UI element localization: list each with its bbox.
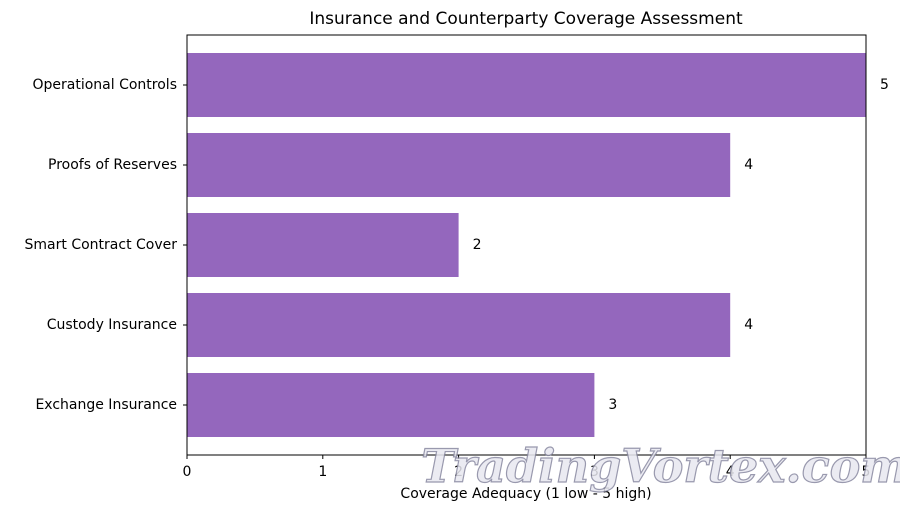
- plot-frame: [186, 34, 867, 456]
- y-tick-label: Exchange Insurance: [35, 397, 177, 413]
- x-tick-label: 0: [183, 464, 192, 480]
- x-tick-label: 4: [726, 464, 735, 480]
- bar: [187, 373, 595, 437]
- y-tick-label: Custody Insurance: [47, 317, 177, 333]
- watermark: TradingVortex.com: [421, 439, 900, 493]
- bar: [187, 293, 731, 357]
- data-label: 3: [608, 397, 617, 413]
- x-tick-label: 1: [318, 464, 327, 480]
- chart-title: Insurance and Counterparty Coverage Asse…: [309, 9, 743, 29]
- data-label: 5: [880, 77, 889, 93]
- x-axis-label: Coverage Adequacy (1 low - 5 high): [400, 486, 651, 502]
- x-tick-label: 2: [454, 464, 463, 480]
- x-tick-label: 3: [590, 464, 599, 480]
- bar: [187, 133, 731, 197]
- y-tick-label: Smart Contract Cover: [25, 237, 178, 253]
- y-tick-label: Proofs of Reserves: [48, 157, 177, 173]
- y-tick-label: Operational Controls: [33, 77, 178, 93]
- data-label: 4: [744, 157, 753, 173]
- data-label: 2: [473, 237, 482, 253]
- bar: [187, 53, 866, 117]
- x-tick-label: 5: [862, 464, 871, 480]
- bar: [187, 213, 459, 277]
- data-label: 4: [744, 317, 753, 333]
